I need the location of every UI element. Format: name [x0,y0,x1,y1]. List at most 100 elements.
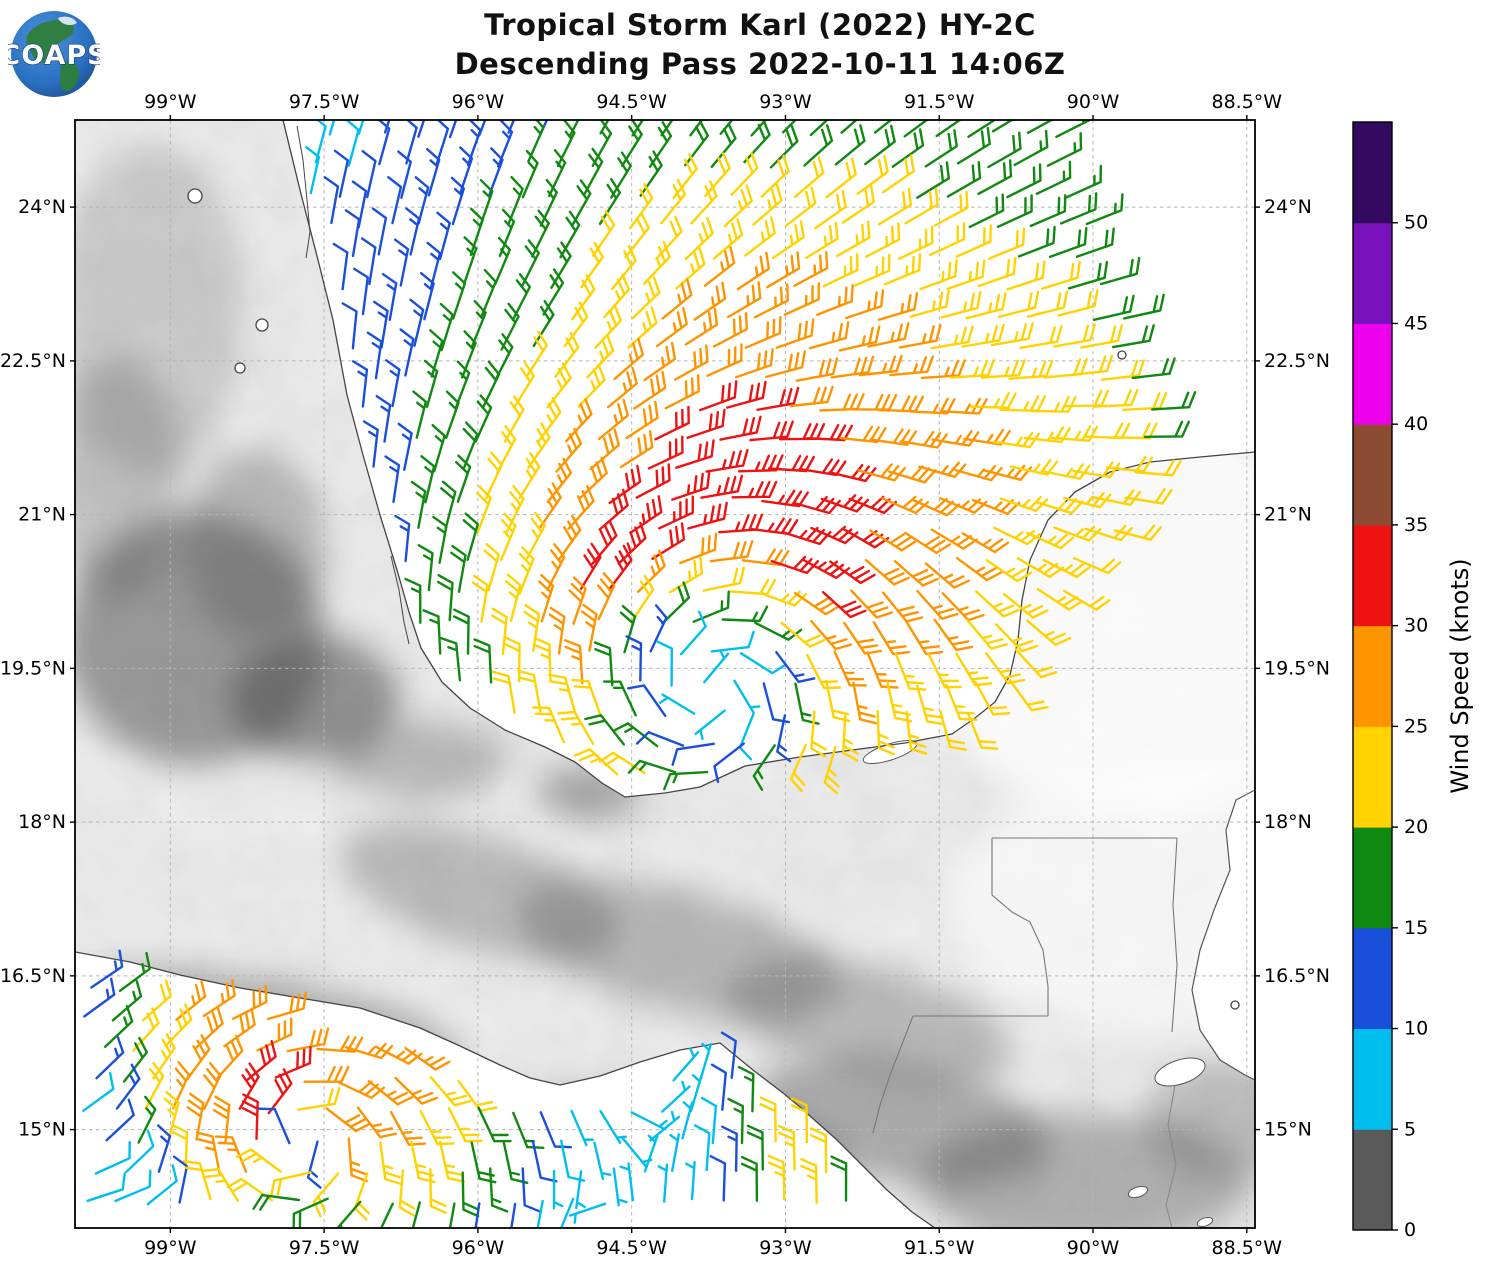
wind-barb [473,638,493,684]
wind-barb [477,1106,512,1143]
wind-barb [488,147,504,196]
y-tick-label-right: 16.5°N [1264,965,1330,987]
wind-barb [438,1140,465,1183]
wind-barb [756,386,800,411]
wind-barb [436,211,451,260]
x-tick-label-bottom: 94.5°W [596,1237,667,1259]
wind-barb [709,540,754,563]
wind-barb [961,323,1005,348]
wind-barb [619,605,637,654]
wind-barb [1051,425,1099,442]
wind-barb [700,1096,718,1145]
wind-barb [977,256,1017,288]
wind-barb [877,292,919,321]
wind-barb [613,338,644,380]
wind-barb [834,124,866,166]
wind-barb [930,325,974,350]
wind-barb [694,1124,711,1172]
wind-barb [675,247,706,290]
wind-barb [527,422,551,469]
wind-barb [387,176,403,225]
wind-barb [353,267,369,316]
y-tick-label-left: 21°N [18,504,66,526]
wind-barb [753,283,789,319]
wind-barb [599,120,610,135]
wind-barb [164,1003,193,1048]
wind-barb [1041,260,1081,290]
wind-barb [719,415,762,441]
wind-barb [841,527,890,549]
x-tick-label-top: 94.5°W [596,91,667,113]
wind-barb [420,272,435,321]
wind-barb [517,669,542,713]
wind-barb [775,318,815,349]
wind-barb [924,129,958,168]
wind-barb [462,512,479,561]
wind-barb [808,321,850,350]
wind-barb [704,152,731,198]
wind-barb [955,557,1003,582]
wind-barb [1026,531,1075,550]
wind-barb [804,221,839,260]
wind-barb [1113,524,1162,541]
wind-barb [1029,194,1067,228]
wind-barb [775,651,816,683]
wind-barb [323,176,340,225]
axis-ticks [70,115,1260,1233]
wind-barb [345,120,360,167]
wind-barb [916,684,945,726]
south-america-landmass [59,61,79,91]
y-tick-label-right: 24°N [1264,196,1312,218]
wind-barb [1131,357,1176,380]
wind-barb [839,425,887,444]
island-outline [234,362,246,374]
wind-barb [1075,227,1115,258]
wind-barb [749,420,794,442]
wind-barb [1085,193,1124,226]
wind-barb [394,514,411,563]
wind-barb [1052,323,1096,348]
wind-barb [619,1162,635,1202]
lake [1154,1057,1206,1087]
wind-barb [593,641,614,687]
wind-barb [858,354,903,377]
wind-barb [833,650,867,687]
wind-barb [557,514,582,562]
wind-barb [684,120,709,167]
wind-barb [399,328,415,377]
wind-barb [607,544,633,591]
wind-barb [668,556,704,594]
wind-barb [966,619,1008,650]
island-outline [255,318,269,332]
wind-barb [571,678,602,718]
wind-barb [559,210,581,259]
wind-barb [961,532,1010,554]
wind-barb [144,1062,165,1110]
gulf-coastline [282,120,1255,798]
wind-barb [625,400,659,440]
colorbar-title: Wind Speed (knots) [1446,558,1474,793]
wind-barb [404,1046,451,1071]
wind-barb [619,430,654,469]
wind-barb [362,420,379,468]
wind-barb [783,282,820,316]
wind-barb [118,951,151,992]
colorbar-tick-label: 10 [1404,1018,1428,1040]
wind-barb [597,398,629,441]
wind-barb [374,1045,423,1065]
wind-barb [930,528,978,550]
wind-barb [789,744,807,793]
wind-barb [252,1193,301,1211]
wind-barb [491,670,516,714]
wind-barb [523,604,541,652]
wind-barb [699,1042,713,1081]
title-block: Tropical Storm Karl (2022) HY-2C Descend… [15,6,1490,84]
colorbar-frame [1352,121,1393,1231]
wind-barb [114,1169,152,1203]
wind-barb [557,710,595,745]
wind-barb [758,590,808,607]
wind-barb [980,359,1026,379]
wind-barb [684,307,719,346]
wind-barb [1053,525,1102,542]
